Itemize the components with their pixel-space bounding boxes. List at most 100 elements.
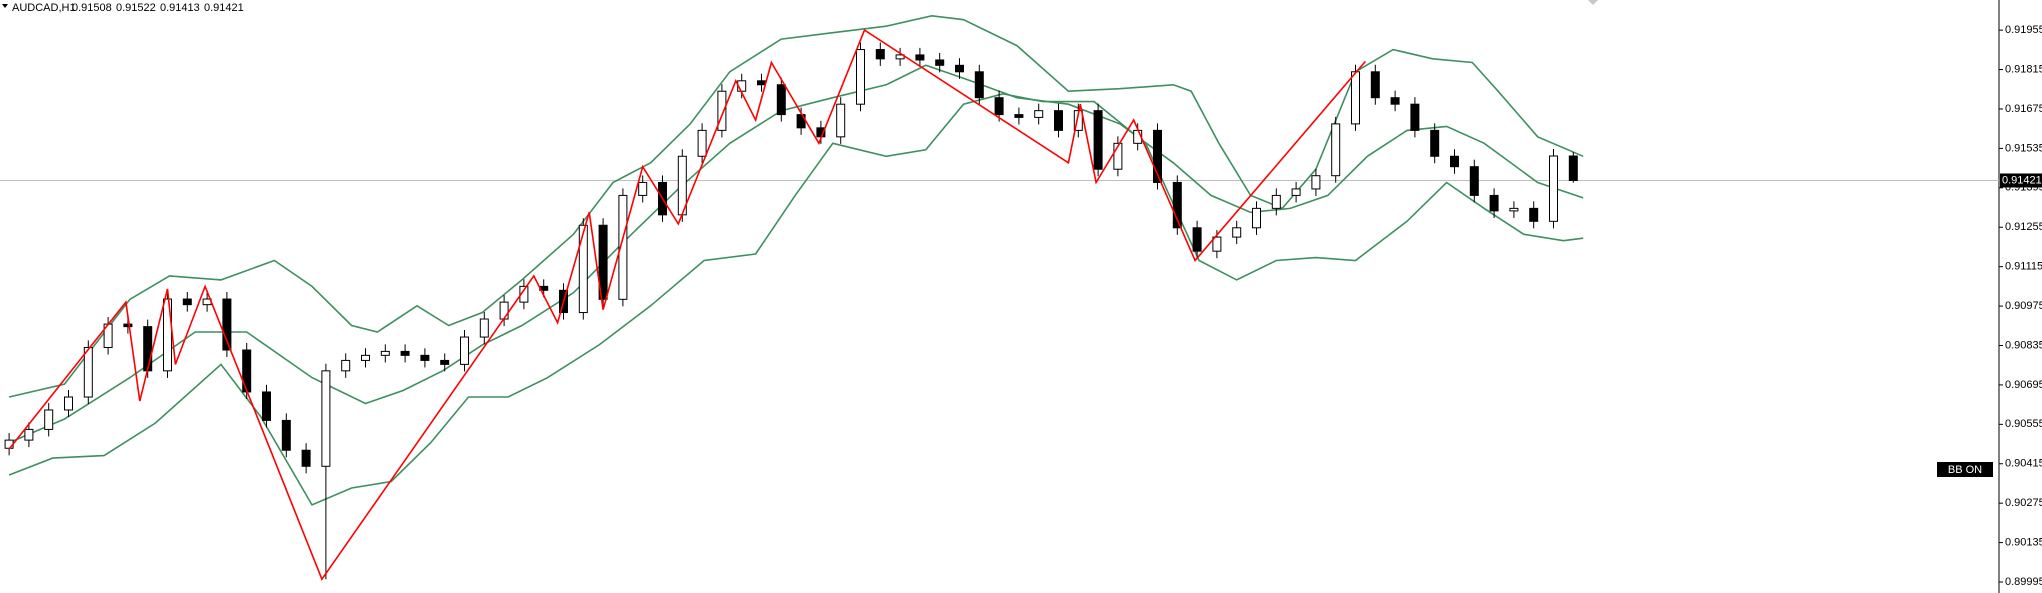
y-tick-label: 0.91255 [2005, 221, 2042, 233]
candle-body [242, 349, 252, 393]
candle-body [222, 298, 232, 351]
y-tick-label: 0.90695 [2005, 379, 2042, 391]
candle-body [1469, 166, 1479, 196]
candle-body [1212, 236, 1222, 252]
candle-body [341, 359, 351, 372]
symbol-label: AUDCAD,H1 [12, 2, 76, 14]
y-tick-label: 0.90555 [2005, 418, 2042, 430]
candle-body [44, 409, 54, 430]
candle-body [4, 439, 14, 449]
candle-body [856, 49, 865, 105]
candle-body [1271, 194, 1281, 209]
candle-body [1054, 110, 1063, 131]
y-tick-label: 0.91535 [2005, 142, 2042, 154]
candle-body [1549, 155, 1558, 222]
zigzag-line [8, 28, 1367, 581]
candle-body [875, 49, 885, 60]
candle-body [24, 428, 34, 441]
candle-body [697, 129, 707, 157]
candle-body [1529, 207, 1539, 222]
candle-body [836, 103, 846, 138]
quote-close: 0.91421 [204, 2, 244, 14]
y-tick-label: 0.91675 [2005, 103, 2042, 115]
quote-low: 0.91413 [160, 2, 200, 14]
candle-body [1172, 181, 1182, 229]
candle-body [182, 298, 192, 306]
candle-body [321, 370, 331, 467]
y-tick-label: 0.91815 [2005, 63, 2042, 75]
candle-body [955, 64, 964, 73]
current-price-label: 0.91421 [2002, 174, 2042, 186]
candle-body [361, 354, 370, 361]
candle-body [64, 396, 73, 411]
bollinger-band [8, 14, 1584, 398]
candle-body [1489, 194, 1499, 212]
candle-body [1192, 227, 1202, 252]
candle-body [380, 350, 390, 356]
candle-body [618, 194, 628, 300]
shift-marker [1588, 0, 1598, 5]
candle-body [163, 298, 172, 372]
candle-body [1311, 175, 1321, 190]
candle-body [301, 449, 311, 467]
candle-body [1093, 110, 1103, 170]
candle-body [1390, 97, 1400, 105]
y-tick-label: 0.90835 [2005, 339, 2042, 351]
candle-body [598, 224, 608, 300]
y-tick-label: 0.91115 [2005, 261, 2042, 273]
candle-body [460, 336, 469, 365]
candle-body [1450, 155, 1459, 168]
candle-body [123, 323, 133, 328]
candle-body [717, 90, 727, 131]
candle-body [1014, 114, 1024, 118]
candle-body [776, 84, 786, 116]
candle-body [578, 224, 588, 314]
candle-body [1291, 188, 1301, 196]
candle-body [83, 346, 93, 398]
candle-body [499, 301, 509, 320]
candle-body [440, 359, 450, 365]
candle-body [1232, 227, 1242, 238]
candle-body [1509, 207, 1519, 212]
candle-body [974, 71, 984, 99]
indicator-label: BB ON [1948, 464, 1982, 476]
candle-body [1568, 155, 1578, 181]
y-tick-label: 0.91955 [2005, 24, 2042, 36]
candle-body [1331, 123, 1341, 177]
candle-body [935, 59, 945, 66]
candle-body [519, 285, 529, 303]
y-tick-label: 0.90415 [2005, 458, 2042, 470]
candle-body [262, 391, 271, 421]
candle-body [479, 318, 489, 338]
indicator-box [1937, 462, 1993, 477]
candle-body [757, 80, 766, 86]
candle-body [1370, 71, 1380, 99]
candle-body [1430, 129, 1440, 157]
candle-body [400, 350, 410, 356]
candle-body [420, 354, 430, 361]
y-tick-label: 0.90975 [2005, 300, 2042, 312]
menu-arrow [2, 4, 8, 8]
candle-body [1410, 103, 1420, 131]
candle-body [1153, 129, 1162, 183]
candle-body [1034, 110, 1044, 118]
candle-body [1252, 207, 1261, 229]
plot [0, 14, 1999, 581]
candle-body [1113, 142, 1123, 170]
candle-body [994, 97, 1004, 116]
y-tick-label: 0.89995 [2005, 576, 2042, 588]
y-tick-label: 0.90275 [2005, 497, 2042, 509]
candle-body [638, 181, 648, 196]
candle-body [1351, 71, 1360, 125]
candle-body [895, 54, 905, 60]
candle-body [915, 54, 925, 61]
quote-high: 0.91522 [116, 2, 156, 14]
current-price-box [2000, 173, 2042, 188]
y-tick-label: 0.90135 [2005, 537, 2042, 549]
candle-body [281, 419, 291, 451]
candle-body [143, 326, 153, 372]
quote-open: 0.91508 [72, 2, 112, 14]
